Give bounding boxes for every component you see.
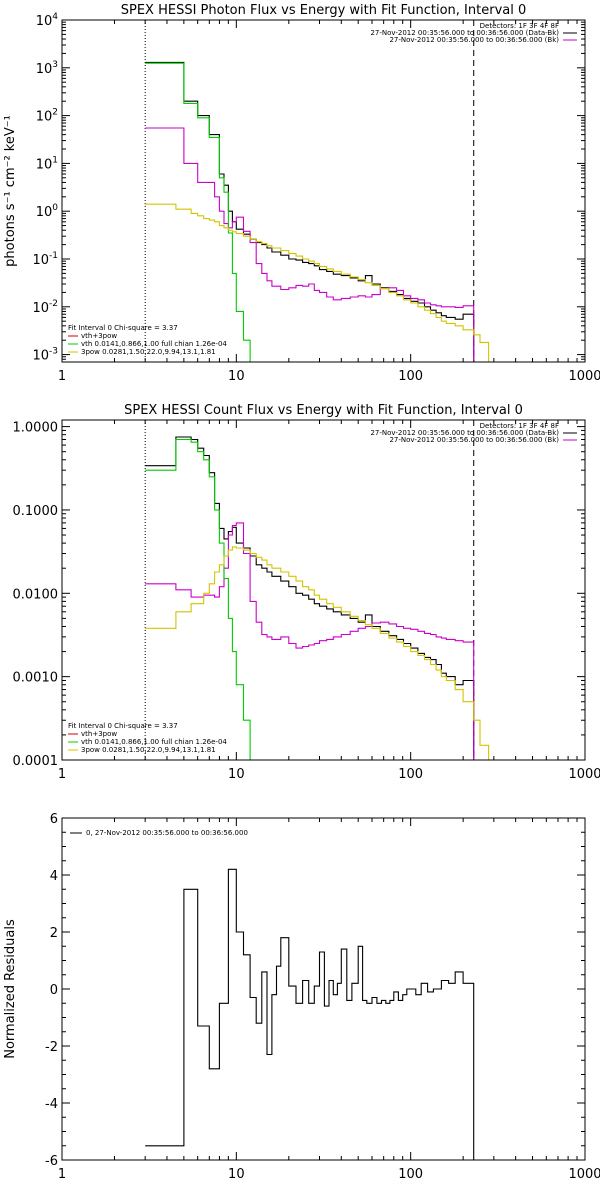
legend-text: Detectors: 1F 3F 4F 8F [480,22,559,30]
y-tick-label: 101 [36,155,58,172]
series-4-line [145,203,490,362]
x-tick-label: 1000 [568,767,600,782]
x-tick-label: 100 [398,369,423,384]
legend-text: 27-Nov-2012 00:35:56.000 to 00:36:56.000… [389,36,559,44]
y-tick-label: 6 [50,812,58,827]
x-tick-label: 1000 [568,369,600,384]
plot-area [145,868,475,1160]
y-tick-exponent: 0 [52,203,58,213]
y-axis-label: photons s⁻¹ cm⁻² keV⁻¹ [3,115,18,267]
legend-text: 27-Nov-2012 00:35:56.000 to 00:36:56.000… [389,436,559,444]
chart-title: SPEX HESSI Count Flux vs Energy with Fit… [124,403,523,418]
y-tick-label: -6 [45,1154,58,1169]
x-tick-label: 10 [228,369,245,384]
y-tick-label: 0.0001 [13,754,59,769]
legend-text: vth+3pow [81,332,117,340]
legend-text: Fit Interval 0 Chi-square = 3.37 [68,722,178,730]
y-tick-base: 10 [36,110,53,125]
legend-text: vth 0.0141,0.866,1.00 full chian 1.26e-0… [81,340,227,348]
y-tick-base: 10 [36,62,53,77]
series-1-line [145,868,475,1160]
x-tick-label: 10 [228,1167,245,1182]
legend-text: 27-Nov-2012 00:35:56.000 to 00:36:56.000… [370,429,559,437]
y-tick-exponent: 3 [52,60,58,70]
y-tick-label: 0.0010 [13,671,59,686]
plot-frame [61,817,586,1161]
y-tick-label: 1.0000 [13,421,59,436]
legend-text: 27-Nov-2012 00:35:56.000 to 00:36:56.000… [370,29,559,37]
plot-frame [61,419,586,761]
x-tick-label: 1 [58,369,66,384]
y-tick-exponent: 1 [52,155,58,165]
plot-area [144,20,490,362]
legend-text: 3pow 0.0281,1.50,22.0,9.94,13.1,1.81 [81,348,216,356]
x-tick-label: 100 [398,1167,423,1182]
y-tick-label: -2 [45,1040,58,1055]
x-tick-label: 10 [228,767,245,782]
panel-1: SPEX HESSI Photon Flux vs Energy with Fi… [3,3,600,384]
y-tick-exponent: 4 [52,12,58,22]
y-tick-label: 100 [36,203,59,220]
y-tick-label: 103 [36,60,58,77]
legend-text: 3pow 0.0281,1.50,22.0,9.94,13.1,1.81 [81,746,216,754]
series-4-line [145,546,490,760]
y-tick-base: 10 [32,349,49,364]
y-tick-label: 4 [50,869,58,884]
panel-2: SPEX HESSI Count Flux vs Energy with Fit… [13,403,600,782]
y-axis-label: Normalized Residuals [3,919,18,1059]
series-1-line [145,61,475,362]
y-tick-exponent: -3 [49,347,58,357]
legend-text: vth+3pow [81,730,117,738]
series-1-line [145,436,475,760]
series-3-line [145,62,251,362]
plot-area [144,420,490,760]
legend-text: vth 0.0141,0.866,1.00 full chian 1.26e-0… [81,738,227,746]
y-tick-label: 104 [36,12,59,29]
plot-frame [61,19,586,363]
y-tick-label: 0.1000 [13,504,59,519]
x-tick-label: 1000 [568,1167,600,1182]
x-tick-label: 1 [58,767,66,782]
series-2-line [145,127,475,362]
legend-text: 0, 27-Nov-2012 00:35:56.000 to 00:36:56.… [86,829,248,837]
y-tick-label: 0 [50,983,58,998]
legend-text: Fit Interval 0 Chi-square = 3.37 [68,324,178,332]
y-tick-base: 10 [32,253,49,268]
y-tick-exponent: -2 [49,299,58,309]
y-tick-label: -4 [45,1097,58,1112]
series-3-line [145,438,251,760]
y-tick-label: 102 [36,108,58,125]
y-tick-label: 2 [50,926,58,941]
panel-3: 1 10 100 1000 -6 -4 -2 0 2 4 6 Normalized Residuals… [3,812,600,1182]
y-tick-exponent: 2 [52,108,58,118]
chart-title: SPEX HESSI Photon Flux vs Energy with Fi… [121,3,527,18]
y-tick-base: 10 [36,205,53,220]
y-tick-label: 0.0100 [13,587,59,602]
y-tick-exponent: -1 [49,251,58,261]
x-tick-label: 100 [398,767,423,782]
y-tick-label: 10-2 [32,299,58,316]
y-tick-base: 10 [36,157,53,172]
y-tick-base: 10 [32,301,49,316]
y-tick-label: 10-1 [32,251,58,268]
series-2-line [145,522,475,760]
x-tick-label: 1 [58,1167,66,1182]
legend-text: Detectors: 1F 3F 4F 8F [480,422,559,430]
y-tick-label: 10-3 [32,347,58,364]
y-tick-base: 10 [36,14,53,29]
